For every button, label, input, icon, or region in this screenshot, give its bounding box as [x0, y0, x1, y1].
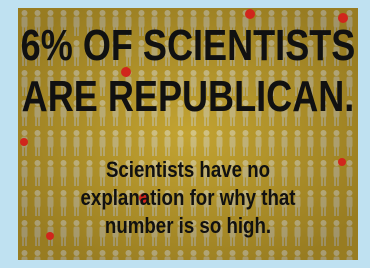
headline-line: ARE REPUBLICAN. — [22, 72, 355, 121]
red-figure — [20, 138, 28, 146]
headline-group: 6% OF SCIENTISTS ARE REPUBLICAN. — [21, 21, 356, 121]
page: {"headline": ["6% OF SCIENTISTS", "ARE R… — [0, 0, 370, 268]
red-figure — [46, 232, 54, 240]
caption-line: Scientists have no — [106, 159, 270, 183]
meme: 6% OF SCIENTISTS ARE REPUBLICAN. Scienti… — [0, 0, 370, 268]
caption-group: Scientists have no explanation for why t… — [81, 159, 296, 239]
caption-line: number is so high. — [105, 215, 271, 239]
caption-line: explanation for why that — [81, 187, 296, 211]
red-figure — [338, 158, 346, 166]
red-figure — [245, 9, 255, 19]
headline-line: 6% OF SCIENTISTS — [21, 21, 356, 70]
